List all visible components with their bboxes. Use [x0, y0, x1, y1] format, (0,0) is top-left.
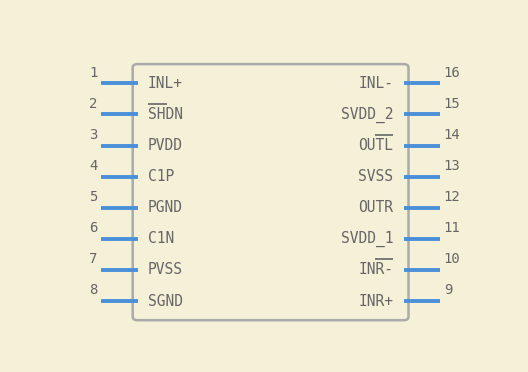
Text: 15: 15 — [444, 97, 460, 111]
Text: SHDN: SHDN — [148, 107, 183, 122]
Text: 14: 14 — [444, 128, 460, 142]
Text: 1: 1 — [89, 65, 98, 80]
Text: 16: 16 — [444, 65, 460, 80]
Text: 9: 9 — [444, 283, 452, 297]
Text: PVDD: PVDD — [148, 138, 183, 153]
Text: SVDD_2: SVDD_2 — [341, 106, 393, 122]
Text: 5: 5 — [89, 190, 98, 204]
Text: 8: 8 — [89, 283, 98, 297]
FancyBboxPatch shape — [133, 64, 409, 320]
Text: 12: 12 — [444, 190, 460, 204]
Text: 10: 10 — [444, 252, 460, 266]
Text: 3: 3 — [89, 128, 98, 142]
Text: SVSS: SVSS — [359, 169, 393, 184]
Text: INR+: INR+ — [359, 294, 393, 308]
Text: C1P: C1P — [148, 169, 174, 184]
Text: PVSS: PVSS — [148, 262, 183, 278]
Text: 6: 6 — [89, 221, 98, 235]
Text: C1N: C1N — [148, 231, 174, 246]
Text: PGND: PGND — [148, 200, 183, 215]
Text: SVDD_1: SVDD_1 — [341, 231, 393, 247]
Text: SGND: SGND — [148, 294, 183, 308]
Text: OUTR: OUTR — [359, 200, 393, 215]
Text: INL-: INL- — [359, 76, 393, 91]
Text: 13: 13 — [444, 159, 460, 173]
Text: 7: 7 — [89, 252, 98, 266]
Text: 2: 2 — [89, 97, 98, 111]
Text: OUTL: OUTL — [359, 138, 393, 153]
Text: 11: 11 — [444, 221, 460, 235]
Text: INL+: INL+ — [148, 76, 183, 91]
Text: 4: 4 — [89, 159, 98, 173]
Text: INR-: INR- — [359, 262, 393, 278]
